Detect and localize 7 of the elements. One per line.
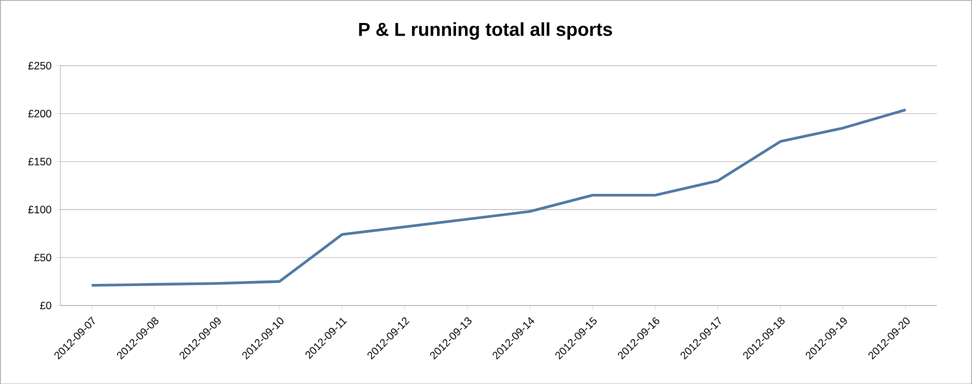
y-tick-label: £50 <box>34 254 52 262</box>
y-tick-label: £0 <box>40 301 52 310</box>
y-tick-label: £150 <box>28 158 52 166</box>
y-tick-label: £200 <box>28 110 52 118</box>
chart-title: P & L running total all sports <box>359 22 612 40</box>
y-tick-label: £100 <box>28 206 52 214</box>
y-tick-label: £250 <box>28 62 52 70</box>
